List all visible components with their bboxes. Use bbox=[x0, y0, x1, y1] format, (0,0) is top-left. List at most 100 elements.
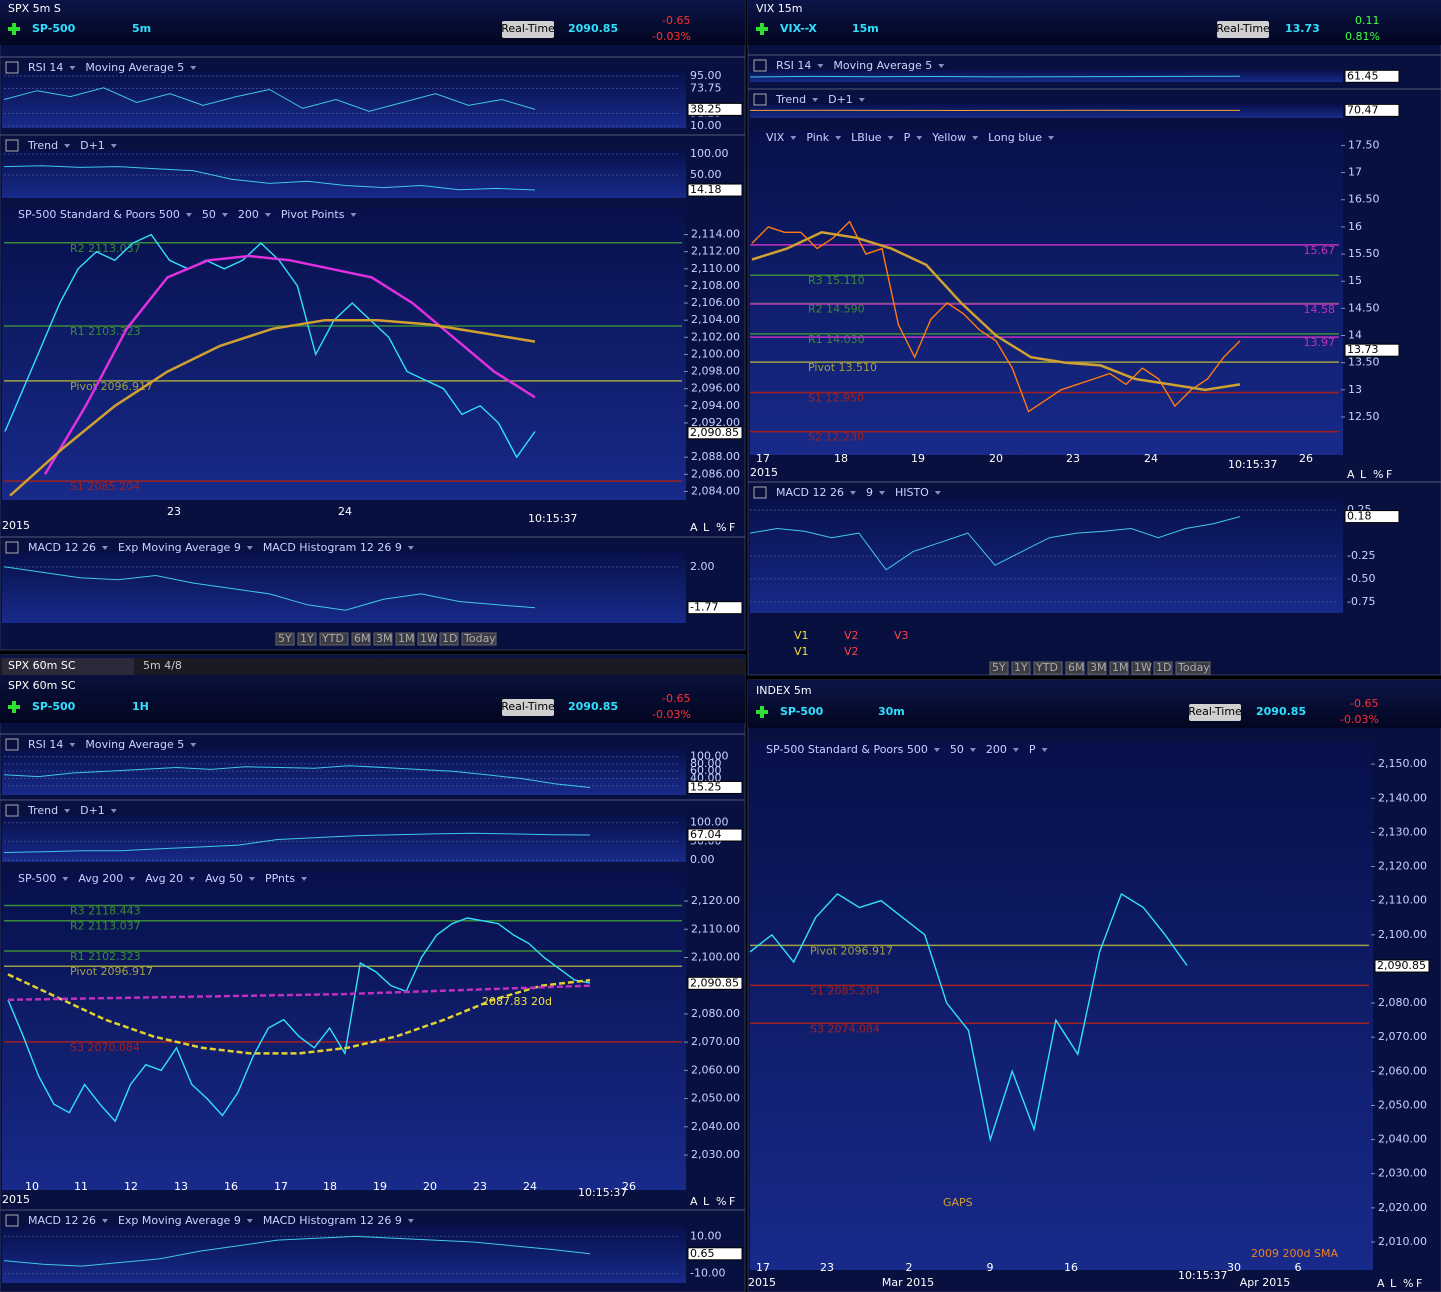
range-button[interactable] bbox=[461, 632, 497, 646]
scale-control[interactable]: % bbox=[1403, 1277, 1413, 1290]
range-label[interactable]: 6M bbox=[354, 632, 371, 645]
panel-tab[interactable]: SPX 60m SC bbox=[8, 659, 76, 672]
indicator-label[interactable]: 200 bbox=[238, 208, 259, 221]
scale-control[interactable]: L bbox=[703, 1195, 710, 1208]
scale-control[interactable]: % bbox=[716, 1195, 726, 1208]
indicator-label[interactable]: 50 bbox=[950, 743, 964, 756]
panel-tab[interactable]: SPX 5m S bbox=[8, 2, 61, 15]
range-button[interactable] bbox=[1175, 661, 1211, 675]
range-button[interactable] bbox=[1011, 661, 1031, 675]
indicator-label[interactable]: Avg 50 bbox=[205, 872, 243, 885]
indicator-label[interactable]: RSI 14 bbox=[28, 61, 63, 74]
range-button[interactable] bbox=[1087, 661, 1107, 675]
scale-control[interactable]: F bbox=[1416, 1277, 1422, 1290]
close-box[interactable] bbox=[753, 59, 767, 72]
scale-control[interactable]: % bbox=[1373, 468, 1383, 481]
range-button[interactable] bbox=[1109, 661, 1129, 675]
indicator-label[interactable]: 50 bbox=[202, 208, 216, 221]
range-button[interactable] bbox=[275, 632, 295, 646]
scale-control[interactable]: L bbox=[703, 521, 710, 534]
range-label[interactable]: 1Y bbox=[300, 632, 314, 645]
scale-control[interactable]: L bbox=[1390, 1277, 1397, 1290]
indicator-label[interactable]: Avg 20 bbox=[145, 872, 183, 885]
close-box[interactable] bbox=[5, 1214, 19, 1227]
indicator-label[interactable]: Exp Moving Average 9 bbox=[118, 541, 241, 554]
range-label[interactable]: 3M bbox=[1090, 661, 1107, 674]
range-button[interactable] bbox=[319, 632, 349, 646]
range-button[interactable] bbox=[1153, 661, 1173, 675]
indicator-label[interactable]: MACD Histogram 12 26 9 bbox=[263, 1214, 402, 1227]
scale-control[interactable]: % bbox=[716, 521, 726, 534]
scale-control[interactable]: A bbox=[690, 1195, 698, 1208]
range-label[interactable]: 5Y bbox=[992, 661, 1006, 674]
indicator-label[interactable]: D+1 bbox=[828, 93, 853, 106]
indicator-label[interactable]: 9 bbox=[866, 486, 873, 499]
range-button[interactable] bbox=[351, 632, 371, 646]
symbol[interactable]: SP-500 bbox=[780, 705, 824, 718]
symbol[interactable]: SP-500 bbox=[32, 700, 76, 713]
range-button[interactable] bbox=[1033, 661, 1063, 675]
interval[interactable]: 1H bbox=[132, 700, 149, 713]
scale-control[interactable]: A bbox=[1347, 468, 1355, 481]
indicator-label[interactable]: Moving Average 5 bbox=[85, 738, 184, 751]
panel-tab[interactable]: 5m 4/8 bbox=[143, 659, 182, 672]
indicator-label[interactable]: Moving Average 5 bbox=[85, 61, 184, 74]
range-label[interactable]: 5Y bbox=[278, 632, 292, 645]
range-label[interactable]: 1W bbox=[420, 632, 438, 645]
indicator-label[interactable]: PPnts bbox=[265, 872, 295, 885]
indicator-label[interactable]: P bbox=[904, 131, 911, 144]
indicator-label[interactable]: MACD 12 26 bbox=[776, 486, 844, 499]
panel-tab[interactable]: INDEX 5m bbox=[756, 684, 812, 697]
indicator-label[interactable]: MACD 12 26 bbox=[28, 541, 96, 554]
range-button[interactable] bbox=[1065, 661, 1085, 675]
close-box[interactable] bbox=[5, 738, 19, 751]
range-button[interactable] bbox=[373, 632, 393, 646]
volume-label[interactable]: V1 bbox=[794, 629, 809, 642]
range-label[interactable]: 1D bbox=[442, 632, 457, 645]
indicator-label[interactable]: Long blue bbox=[988, 131, 1042, 144]
range-label[interactable]: 6M bbox=[1068, 661, 1085, 674]
range-label[interactable]: 1M bbox=[1112, 661, 1129, 674]
close-box[interactable] bbox=[753, 486, 767, 499]
range-label[interactable]: 3M bbox=[376, 632, 393, 645]
close-box[interactable] bbox=[5, 804, 19, 817]
symbol[interactable]: SP-500 bbox=[32, 22, 76, 35]
volume-label[interactable]: V1 bbox=[794, 645, 809, 658]
range-label[interactable]: 1W bbox=[1134, 661, 1152, 674]
range-label[interactable]: Today bbox=[1177, 661, 1210, 674]
indicator-label[interactable]: RSI 14 bbox=[776, 59, 811, 72]
range-button[interactable] bbox=[1131, 661, 1151, 675]
indicator-label[interactable]: D+1 bbox=[80, 804, 105, 817]
range-label[interactable]: Today bbox=[463, 632, 496, 645]
indicator-label[interactable]: Avg 200 bbox=[78, 872, 123, 885]
indicator-label[interactable]: Moving Average 5 bbox=[833, 59, 932, 72]
range-button[interactable] bbox=[439, 632, 459, 646]
range-label[interactable]: 1Y bbox=[1014, 661, 1028, 674]
realtime[interactable]: Real-Time bbox=[501, 700, 555, 713]
range-button[interactable] bbox=[417, 632, 437, 646]
indicator-label[interactable]: VIX bbox=[766, 131, 785, 144]
realtime[interactable]: Real-Time bbox=[1188, 705, 1242, 718]
indicator-label[interactable]: RSI 14 bbox=[28, 738, 63, 751]
range-button[interactable] bbox=[297, 632, 317, 646]
range-button[interactable] bbox=[989, 661, 1009, 675]
close-box[interactable] bbox=[5, 61, 19, 74]
indicator-label[interactable]: Trend bbox=[27, 804, 58, 817]
close-box[interactable] bbox=[753, 93, 767, 106]
close-box[interactable] bbox=[5, 139, 19, 152]
panel-tab[interactable]: VIX 15m bbox=[756, 2, 803, 15]
range-label[interactable]: YTD bbox=[321, 632, 344, 645]
realtime[interactable]: Real-Time bbox=[501, 22, 555, 35]
indicator-label[interactable]: SP-500 bbox=[18, 872, 56, 885]
indicator-label[interactable]: P bbox=[1029, 743, 1036, 756]
indicator-label[interactable]: LBlue bbox=[851, 131, 882, 144]
symbol[interactable]: VIX--X bbox=[780, 22, 817, 35]
indicator-label[interactable]: Pivot Points bbox=[281, 208, 345, 221]
interval[interactable]: 30m bbox=[878, 705, 905, 718]
indicator-label[interactable]: D+1 bbox=[80, 139, 105, 152]
indicator-label[interactable]: SP-500 Standard & Poors 500 bbox=[18, 208, 180, 221]
indicator-label[interactable]: Pink bbox=[806, 131, 829, 144]
indicator-label[interactable]: MACD 12 26 bbox=[28, 1214, 96, 1227]
realtime[interactable]: Real-Time bbox=[1216, 22, 1270, 35]
interval[interactable]: 5m bbox=[132, 22, 151, 35]
